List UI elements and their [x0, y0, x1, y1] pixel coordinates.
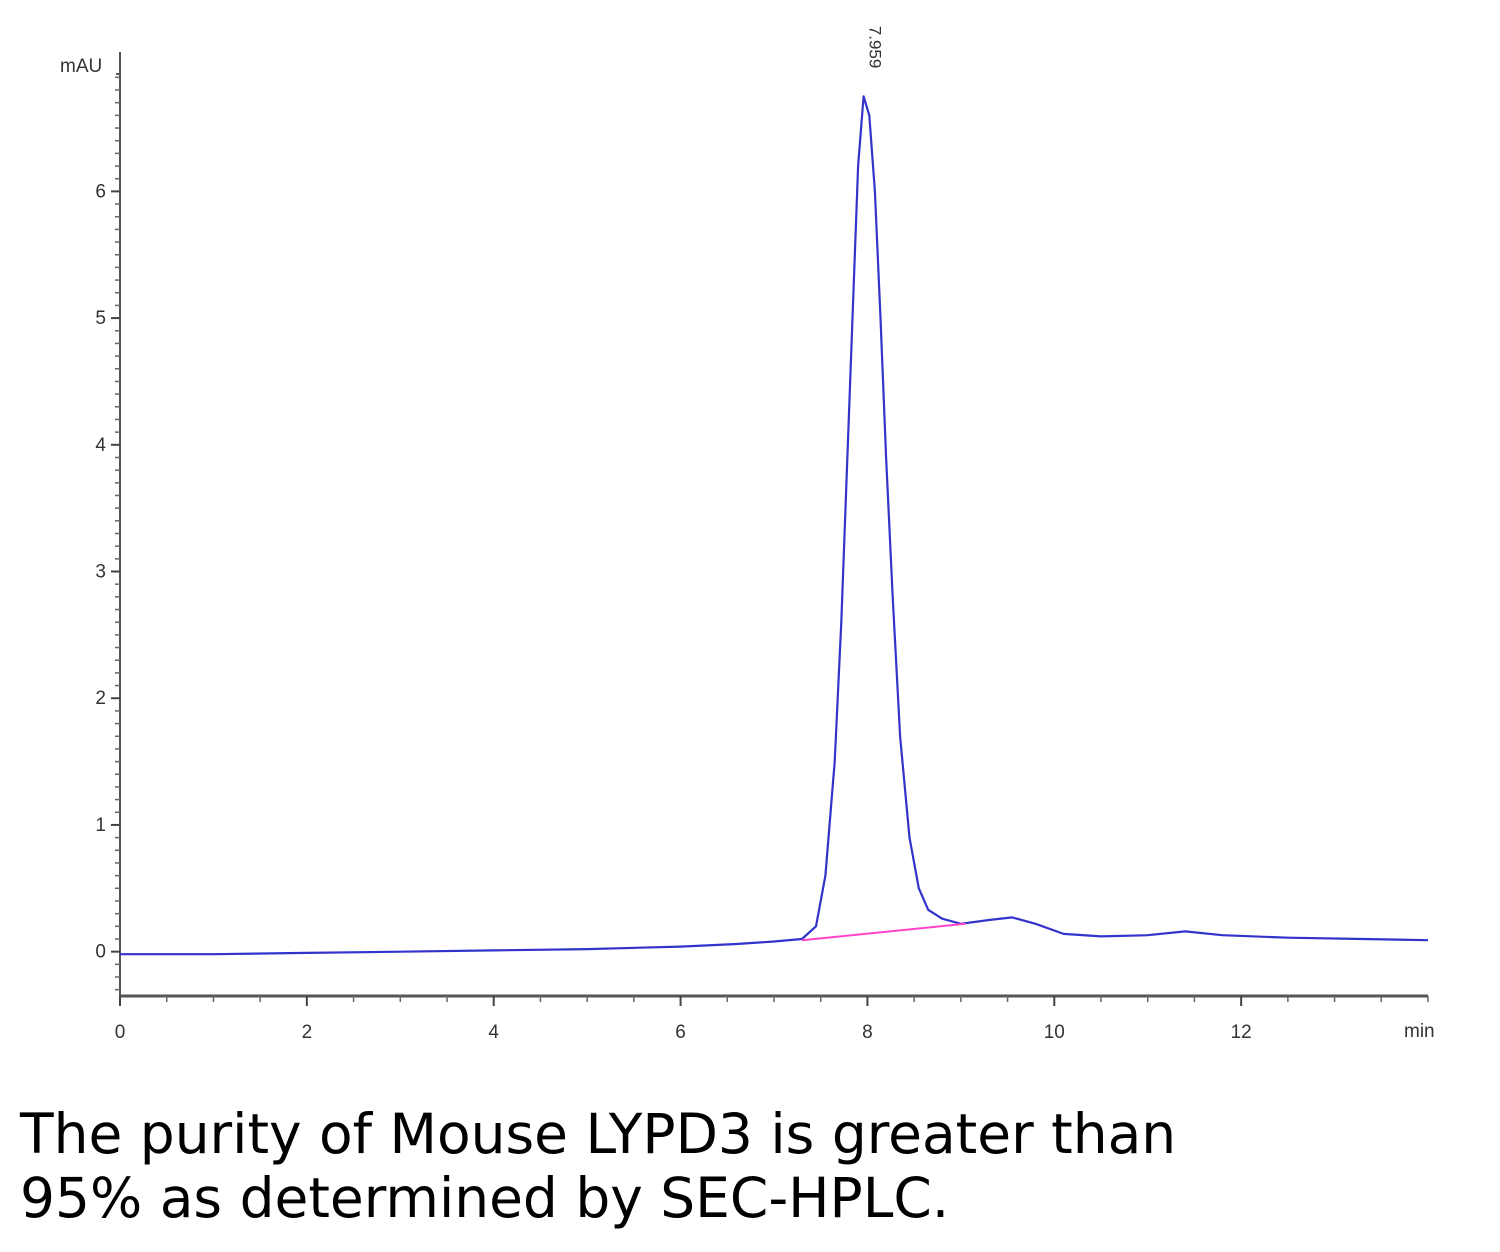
series-layer [120, 95, 1429, 956]
y-tick-label: 6 [95, 181, 106, 202]
x-tick-label: 8 [862, 1022, 873, 1043]
integration-baseline [801, 922, 966, 942]
x-axis-label: min [1404, 1021, 1435, 1042]
x-tick-label: 6 [675, 1022, 686, 1043]
figure-caption: The purity of Mouse LYPD3 is greater tha… [20, 1102, 1420, 1230]
y-tick-label: 3 [95, 562, 106, 583]
y-tick-label: 4 [95, 435, 106, 456]
caption-line-2: 95% as determined by SEC-HPLC. [20, 1166, 950, 1230]
axes [116, 52, 1428, 998]
x-tick-label: 12 [1231, 1022, 1252, 1043]
x-tick-label: 0 [115, 1022, 126, 1043]
x-tick-label: 10 [1044, 1022, 1065, 1043]
chromatogram-trace [120, 95, 1429, 956]
y-tick-label: 5 [95, 308, 106, 329]
y-tick-label: 2 [95, 688, 106, 709]
x-tick-label: 4 [488, 1022, 499, 1043]
y-tick-label: 0 [95, 942, 106, 963]
y-axis-label: mAU [60, 56, 102, 77]
peak-retention-label: 7.959 [866, 26, 885, 69]
y-tick-label: 1 [95, 815, 106, 836]
caption-line-1: The purity of Mouse LYPD3 is greater tha… [20, 1102, 1177, 1166]
x-tick-label: 2 [302, 1022, 313, 1043]
